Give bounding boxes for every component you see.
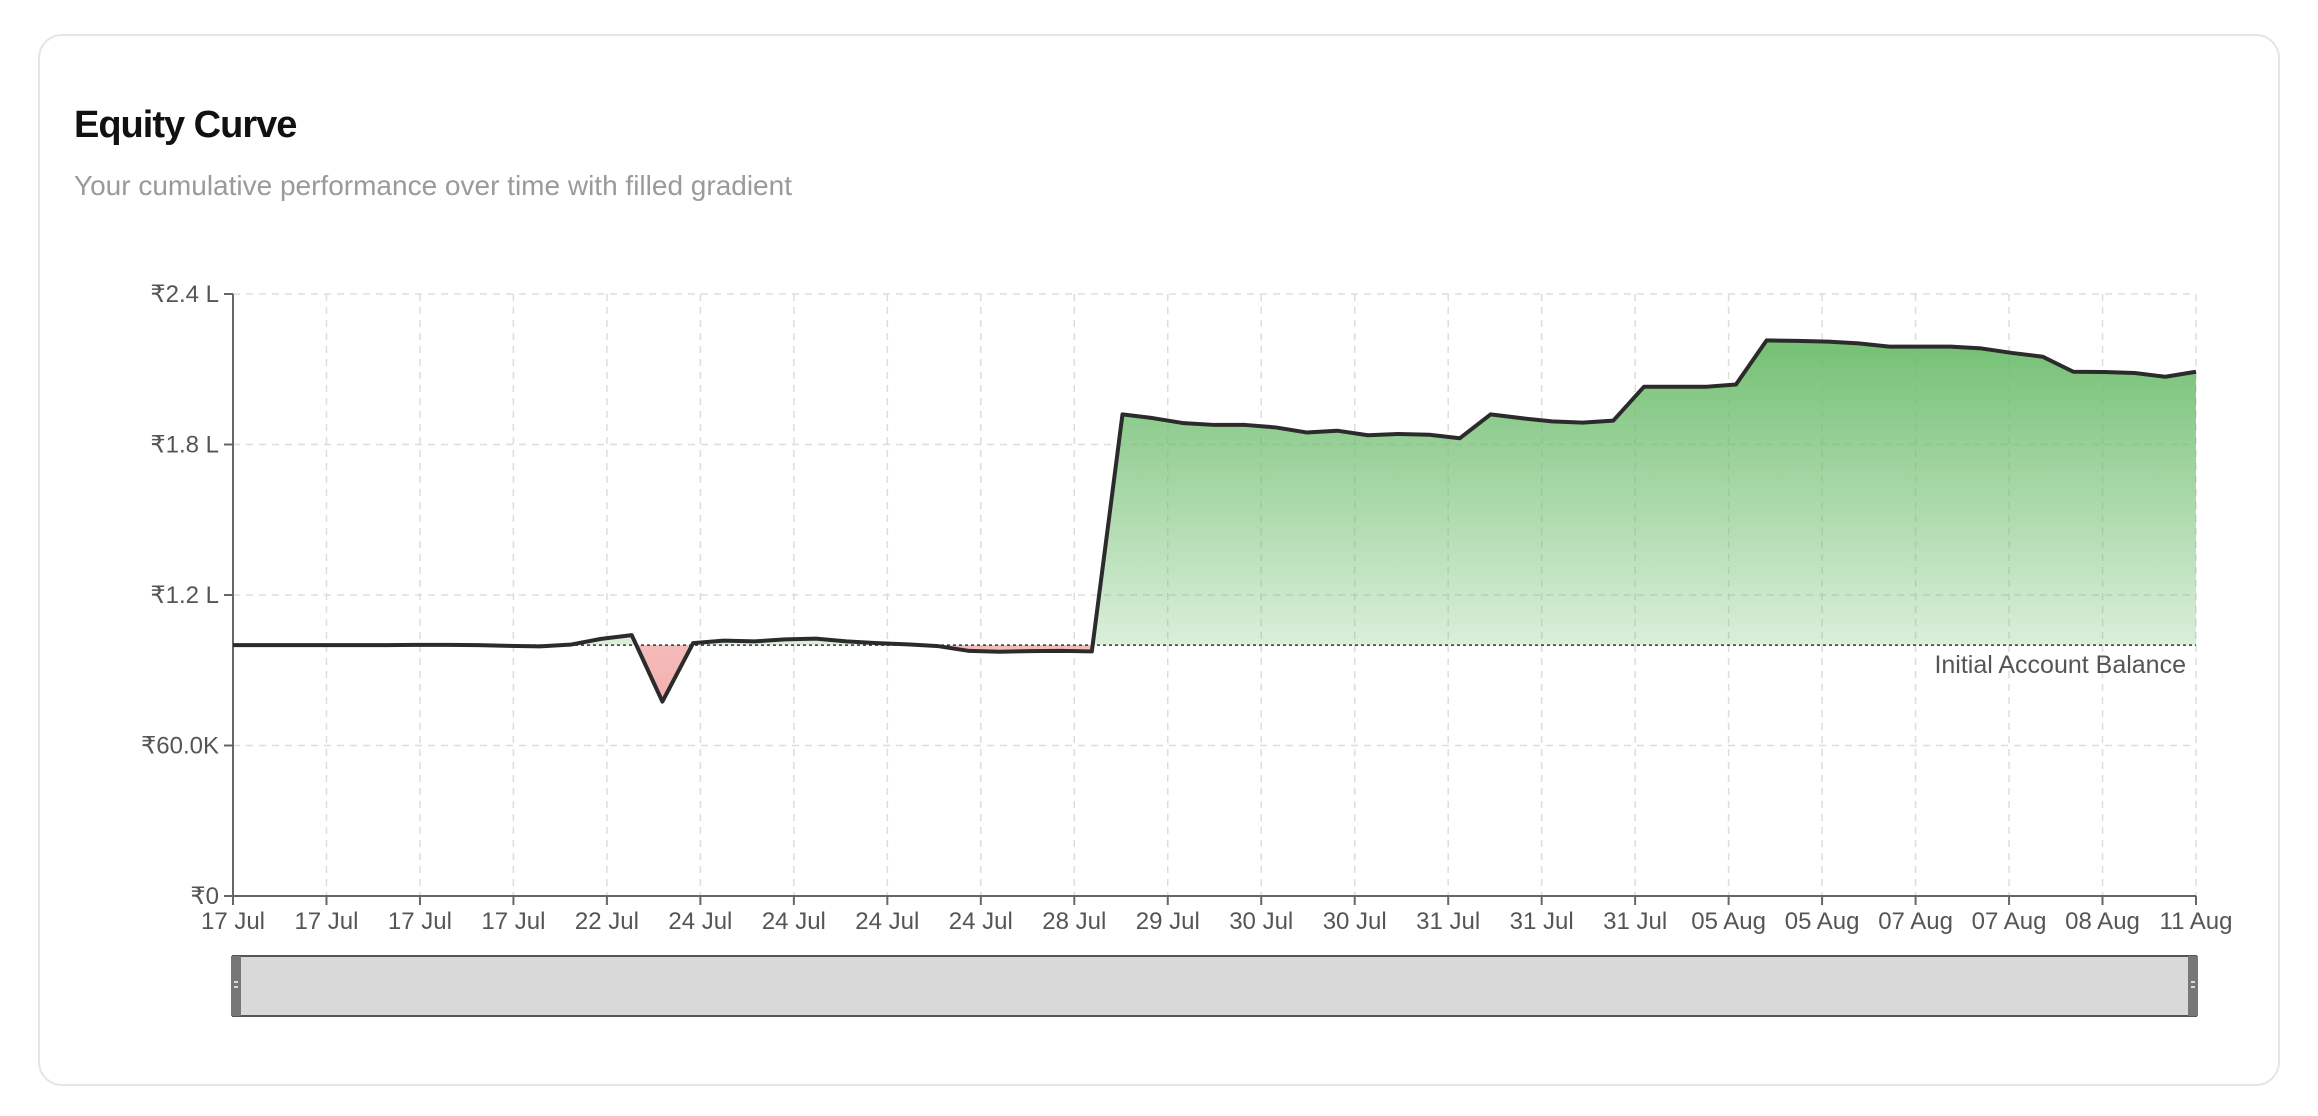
brush-track[interactable] bbox=[232, 955, 2197, 1017]
x-tick-label-4: 22 Jul bbox=[575, 908, 639, 935]
x-tick-label-7: 24 Jul bbox=[855, 908, 919, 935]
x-tick-label-6: 24 Jul bbox=[762, 908, 826, 935]
y-tick-label-2: ₹1.2 L bbox=[150, 582, 219, 609]
brush[interactable] bbox=[231, 955, 2198, 1017]
equity-line bbox=[233, 338, 2197, 704]
reference-line-group: Initial Account Balance bbox=[233, 644, 2196, 679]
x-tick-label-13: 31 Jul bbox=[1416, 908, 1480, 935]
x-tick-label-17: 05 Aug bbox=[1785, 908, 1860, 935]
x-tick-label-16: 05 Aug bbox=[1691, 908, 1766, 935]
x-tick-label-0: 17 Jul bbox=[201, 908, 265, 935]
chart-title: Equity Curve bbox=[74, 104, 297, 146]
x-tick-label-20: 08 Aug bbox=[2065, 908, 2140, 935]
x-tick-label-18: 07 Aug bbox=[1878, 908, 1953, 935]
series-line-group bbox=[233, 338, 2197, 704]
x-tick-label-8: 24 Jul bbox=[949, 908, 1013, 935]
chart-subtitle: Your cumulative performance over time wi… bbox=[74, 170, 792, 201]
brush-handle-left[interactable] bbox=[231, 956, 241, 1016]
x-tick-label-1: 17 Jul bbox=[294, 908, 358, 935]
x-tick-label-14: 31 Jul bbox=[1510, 908, 1574, 935]
axes: ₹0 ₹60.0K ₹1.2 L ₹1.8 L ₹2.4 L 17 Jul 17 Jul 17… bbox=[141, 281, 2232, 935]
brush-handle-right[interactable] bbox=[2188, 956, 2198, 1016]
y-tick-label-1: ₹60.0K bbox=[141, 733, 219, 760]
gain-area bbox=[386, 340, 2196, 646]
y-tick-label-4: ₹2.4 L bbox=[150, 281, 219, 308]
x-tick-label-9: 28 Jul bbox=[1042, 908, 1106, 935]
x-tick-label-11: 30 Jul bbox=[1229, 908, 1293, 935]
initial-balance-label: Initial Account Balance bbox=[1934, 651, 2186, 679]
x-tick-label-19: 07 Aug bbox=[1972, 908, 2047, 935]
area-fills bbox=[233, 340, 2196, 702]
x-tick-label-3: 17 Jul bbox=[481, 908, 545, 935]
x-tick-label-15: 31 Jul bbox=[1603, 908, 1667, 935]
y-tick-label-0: ₹0 bbox=[190, 883, 219, 910]
x-tick-label-21: 11 Aug bbox=[2160, 908, 2233, 935]
y-tick-label-3: ₹1.8 L bbox=[150, 432, 219, 459]
x-tick-label-2: 17 Jul bbox=[388, 908, 452, 935]
x-tick-label-5: 24 Jul bbox=[668, 908, 732, 935]
x-tick-label-10: 29 Jul bbox=[1136, 908, 1200, 935]
x-tick-label-12: 30 Jul bbox=[1323, 908, 1387, 935]
